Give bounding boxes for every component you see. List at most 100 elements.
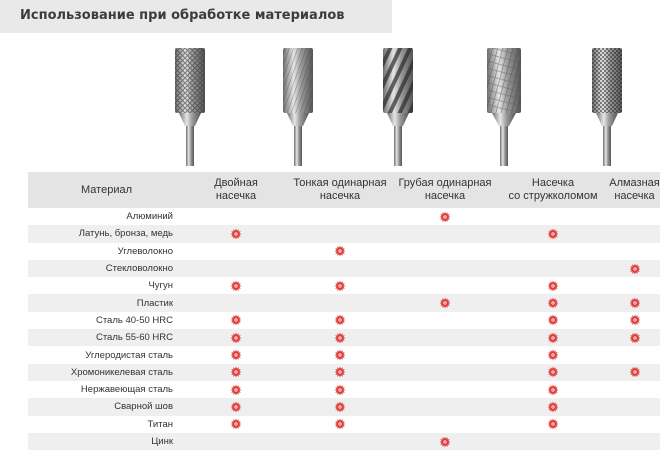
mark-cell — [185, 381, 287, 398]
mark-cell — [497, 346, 609, 363]
material-name: Пластик — [136, 297, 173, 309]
mark-cell — [185, 243, 287, 260]
mark-cell — [287, 398, 393, 415]
mark-cell — [287, 381, 393, 398]
red-star-mark-icon — [334, 349, 346, 361]
mark-cell — [393, 346, 497, 363]
table-row: Титан — [28, 416, 660, 433]
red-star-mark-icon — [547, 332, 559, 344]
red-star-mark-icon — [334, 418, 346, 430]
mark-cell — [609, 260, 660, 277]
column-header-chipbreaker-cut: Насечка со стружколомом — [508, 177, 598, 202]
mark-cell — [609, 433, 660, 450]
column-header-fine-single-cut: Тонкая одинарная насечка — [293, 177, 387, 202]
table-row: Алюминий — [28, 208, 660, 225]
red-star-mark-icon — [629, 366, 640, 378]
chipbreaker-cut-burr-image — [469, 38, 539, 168]
mark-cell — [609, 208, 660, 225]
mark-cell — [393, 277, 497, 294]
mark-cell — [609, 416, 660, 433]
material-name: Сталь 40-50 HRC — [95, 314, 173, 326]
mark-cell — [609, 381, 660, 398]
mark-cell — [609, 346, 660, 363]
mark-cell — [393, 381, 497, 398]
red-star-mark-icon — [230, 384, 242, 396]
mark-cell — [497, 312, 609, 329]
mark-cell — [287, 277, 393, 294]
mark-cell — [393, 243, 497, 260]
mark-cell — [185, 225, 287, 242]
red-star-mark-icon — [334, 332, 346, 344]
mark-cell — [609, 225, 660, 242]
mark-cell — [497, 277, 609, 294]
table-row: Хромоникелевая сталь — [28, 363, 660, 381]
material-name: Цинк — [151, 436, 173, 447]
red-star-mark-icon — [629, 314, 640, 326]
red-star-mark-icon — [547, 401, 559, 413]
mark-cell — [497, 433, 609, 450]
material-name: Сталь 55-60 HRC — [95, 332, 173, 344]
material-name: Титан — [147, 418, 173, 430]
material-name: Углеволокно — [117, 245, 173, 257]
mark-cell — [287, 433, 393, 450]
mark-cell — [287, 346, 393, 363]
mark-cell — [185, 208, 287, 225]
material-name: Стекловолокно — [105, 263, 173, 275]
red-star-mark-icon — [334, 314, 346, 326]
red-star-mark-icon — [547, 349, 559, 361]
red-star-mark-icon — [547, 280, 559, 292]
material-name: Алюминий — [126, 211, 173, 223]
mark-cell — [185, 416, 287, 433]
mark-cell — [609, 329, 660, 346]
mark-cell — [185, 329, 287, 346]
table-row: Чугун — [28, 277, 660, 294]
red-star-mark-icon — [629, 297, 640, 309]
mark-cell — [393, 416, 497, 433]
mark-cell — [287, 416, 393, 433]
mark-cell — [393, 208, 497, 225]
table-row: Латунь, бронза, медь — [28, 225, 660, 243]
material-name: Углеродистая сталь — [85, 349, 173, 361]
tool-images — [0, 38, 670, 168]
table-row: Сталь 40-50 HRC — [28, 312, 660, 329]
mark-cell — [609, 277, 660, 294]
mark-cell — [609, 398, 660, 415]
material-name: Нержавеющая сталь — [80, 384, 173, 396]
mark-cell — [185, 294, 287, 311]
mark-cell — [287, 225, 393, 242]
material-name: Чугун — [148, 280, 173, 292]
red-star-mark-icon — [629, 263, 640, 275]
mark-cell — [287, 364, 393, 381]
red-star-mark-icon — [439, 211, 451, 223]
red-star-mark-icon — [230, 418, 242, 430]
mark-cell — [497, 381, 609, 398]
mark-cell — [393, 329, 497, 346]
red-star-mark-icon — [230, 228, 242, 240]
mark-cell — [609, 294, 660, 311]
table-row: Сварной шов — [28, 398, 660, 416]
red-star-mark-icon — [547, 384, 559, 396]
red-star-mark-icon — [547, 297, 559, 309]
table-body: Алюминий Латунь, бронза, медь Углеволокно С… — [28, 208, 660, 450]
page-title: Использование при обработке материалов — [0, 0, 392, 33]
mark-cell — [497, 398, 609, 415]
materials-table: Материал Двойная насечка Тонкая одинарна… — [28, 172, 660, 450]
mark-cell — [497, 329, 609, 346]
red-star-mark-icon — [334, 245, 346, 257]
red-star-mark-icon — [547, 314, 559, 326]
table-row: Сталь 55-60 HRC — [28, 329, 660, 347]
red-star-mark-icon — [230, 332, 242, 344]
red-star-mark-icon — [334, 366, 346, 378]
mark-cell — [185, 260, 287, 277]
mark-cell — [497, 364, 609, 381]
mark-cell — [497, 243, 609, 260]
table-row: Углеродистая сталь — [28, 346, 660, 363]
red-star-mark-icon — [629, 332, 640, 344]
red-star-mark-icon — [334, 384, 346, 396]
mark-cell — [497, 260, 609, 277]
mark-cell — [609, 243, 660, 260]
mark-cell — [393, 225, 497, 242]
mark-cell — [287, 208, 393, 225]
red-star-mark-icon — [334, 280, 346, 292]
material-name: Сварной шов — [114, 401, 173, 413]
